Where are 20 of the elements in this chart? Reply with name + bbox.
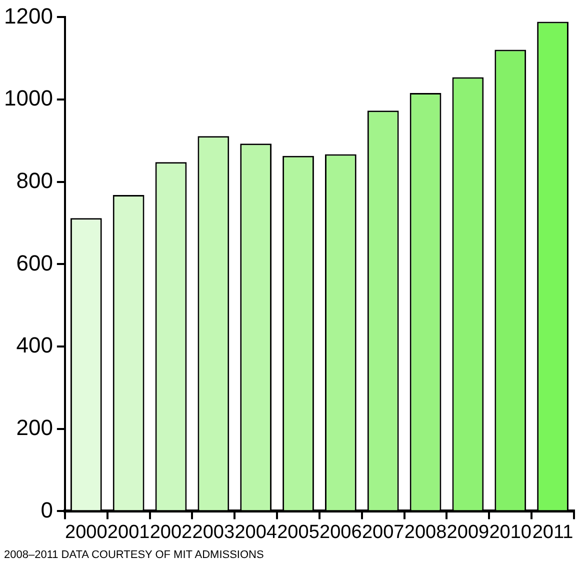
x-tick-label: 2003 — [192, 522, 235, 543]
x-tick-label: 2008 — [404, 522, 447, 543]
y-tick-label: 400 — [16, 332, 53, 358]
y-tick-label: 1200 — [4, 3, 53, 28]
y-tick-label: 600 — [16, 250, 53, 276]
x-tick-label: 2004 — [234, 522, 278, 543]
y-tick-label: 200 — [16, 414, 53, 440]
x-tick-label: 2006 — [320, 522, 362, 543]
x-tick-label: 2000 — [65, 522, 108, 543]
text: 2008–2011 DATA COURTESY OF MIT ADMISSIONS — [4, 548, 265, 563]
x-tick-label: 2005 — [277, 522, 320, 543]
x-tick-label: 2001 — [107, 522, 150, 543]
y-tick-label: 800 — [16, 168, 53, 193]
x-tick-label: 2009 — [446, 522, 490, 543]
x-tick-label: 2002 — [150, 522, 192, 543]
x-tick-label: 2010 — [489, 522, 532, 543]
y-tick-label: 0 — [40, 497, 53, 522]
y-tick-label: 1000 — [4, 86, 53, 111]
x-tick-label: 2007 — [362, 522, 404, 543]
x-tick-label: 2011 — [532, 522, 574, 543]
